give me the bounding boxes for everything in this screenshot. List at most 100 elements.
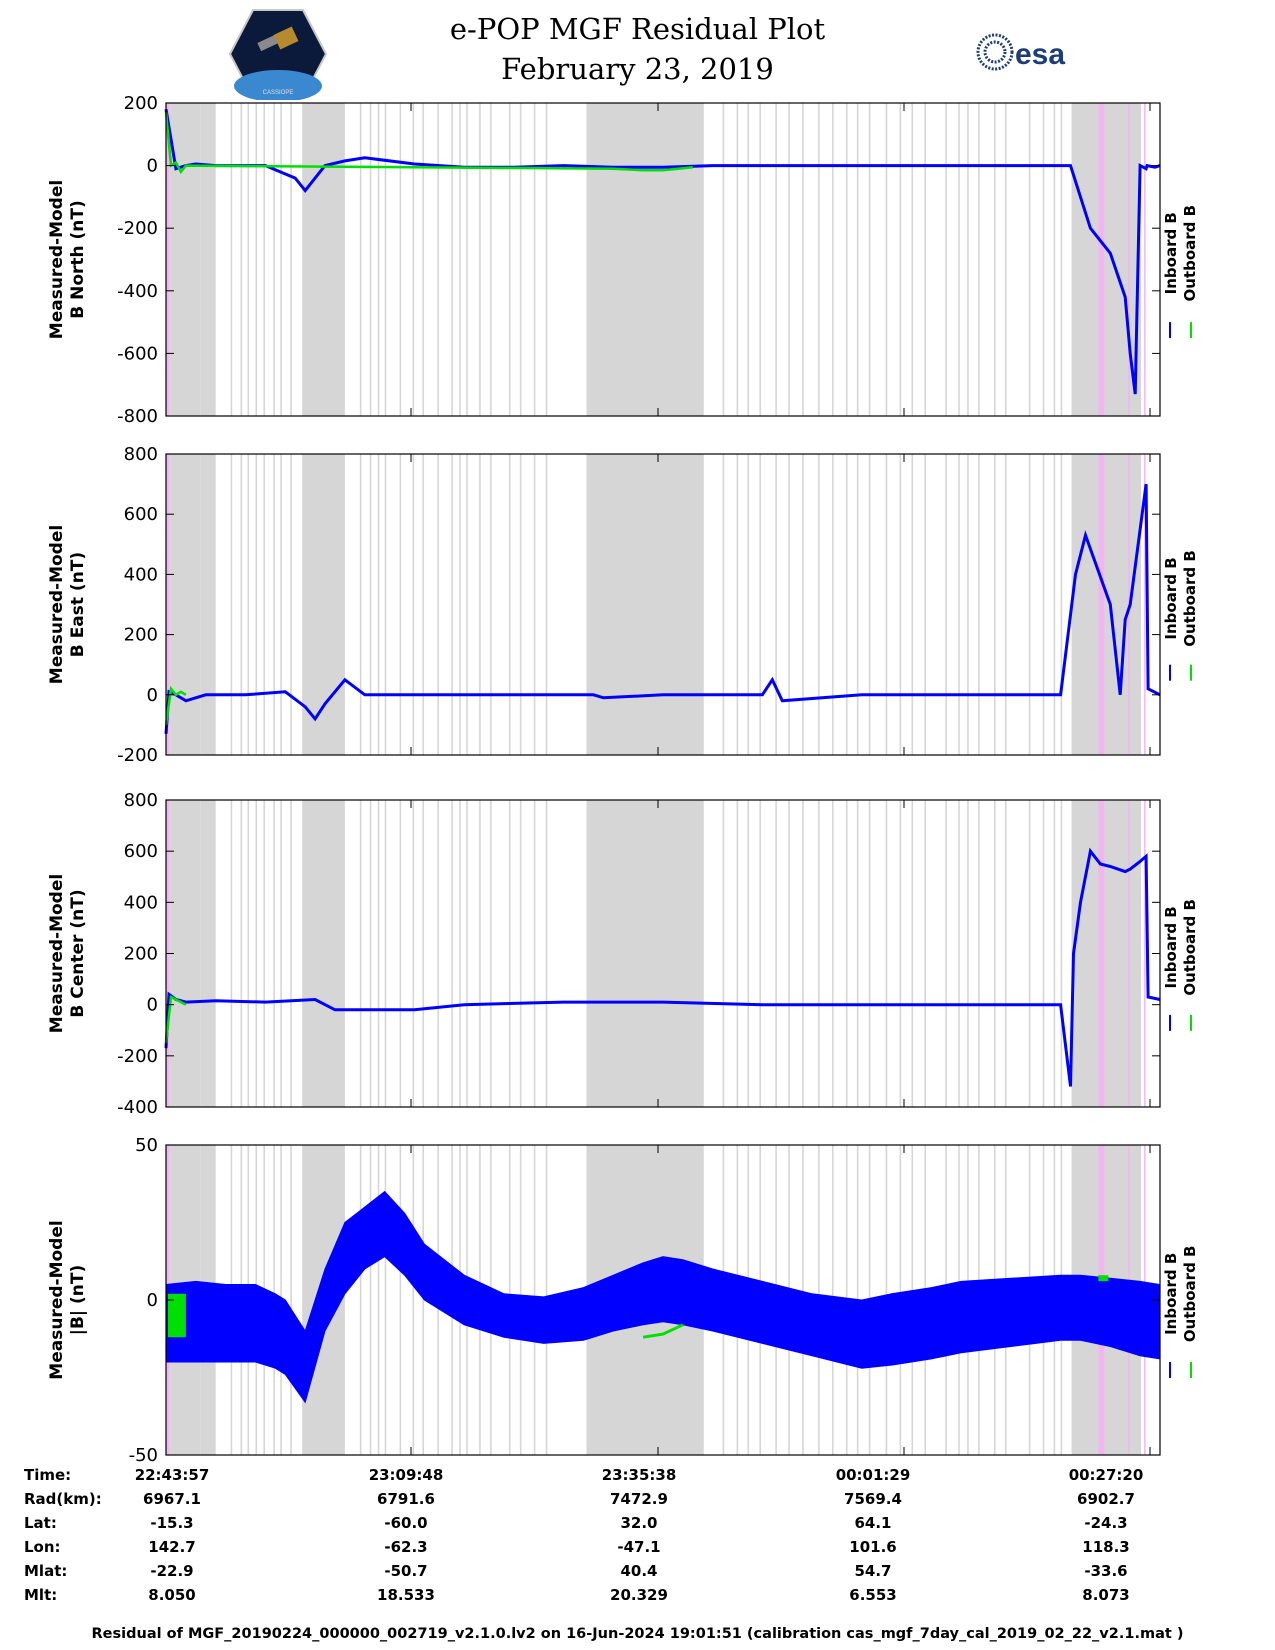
lon-value: 118.3 <box>1082 1538 1130 1556</box>
mlat-value: -33.6 <box>1084 1562 1128 1580</box>
legend-outboard-label: Outboard B <box>1181 550 1199 647</box>
outboard-b-series <box>164 995 187 1044</box>
gray-gap-line <box>508 454 511 755</box>
inboard-b-series <box>164 109 1161 395</box>
gray-gap-line <box>1042 800 1045 1107</box>
lon-value: -47.1 <box>617 1538 661 1556</box>
gray-gap-line <box>885 800 888 1107</box>
outboard-b-series <box>167 1293 186 1338</box>
y-tick-label: 0 <box>147 156 158 177</box>
gray-gap-line <box>958 454 960 755</box>
y-tick-label: -50 <box>129 1445 158 1466</box>
gray-gap-line <box>399 454 402 755</box>
y-tick-label: -200 <box>117 1046 158 1067</box>
inboard-b-series <box>164 483 1161 735</box>
svg-text:esa: esa <box>1015 38 1065 71</box>
gray-gap-line <box>845 454 848 755</box>
lat-value: -15.3 <box>150 1514 194 1532</box>
y-tick-label: 0 <box>147 1290 158 1311</box>
mlat-value: -50.7 <box>384 1562 428 1580</box>
gray-gap-line <box>479 103 481 416</box>
y-tick-label: 800 <box>124 790 158 811</box>
gray-gap-line <box>240 103 243 416</box>
rad-value: 6967.1 <box>143 1490 201 1508</box>
y-axis-label-line: Measured-Model <box>47 1220 67 1379</box>
gray-gap-line <box>377 1145 380 1455</box>
gray-gap-line <box>1060 454 1063 755</box>
outboard-b-series <box>642 1323 684 1339</box>
gray-gap-line <box>384 1145 387 1455</box>
gray-gap-line <box>1028 800 1031 1107</box>
gray-gap-line <box>1053 103 1056 416</box>
y-tick-label: -400 <box>117 281 158 302</box>
gray-gap-line <box>369 103 372 416</box>
gray-gap-line <box>958 800 960 1107</box>
gray-gap-line <box>422 103 425 416</box>
gray-gap-line <box>290 1145 292 1455</box>
legend-inboard-label: Inboard B <box>1162 212 1180 294</box>
gray-gap-band <box>586 800 704 1107</box>
gray-gap-band <box>166 103 201 416</box>
gray-gap-line <box>451 800 453 1107</box>
y-tick-label: 200 <box>124 93 158 114</box>
rad-value: 6791.6 <box>377 1490 435 1508</box>
gray-gap-line <box>459 454 461 755</box>
pink-band <box>166 454 169 755</box>
gray-gap-line <box>280 103 282 416</box>
gray-gap-line <box>359 454 362 755</box>
lon-value: 142.7 <box>148 1538 196 1556</box>
y-axis-label-line: B Center (nT) <box>68 889 88 1017</box>
gray-gap-line <box>519 800 522 1107</box>
y-axis-label: Measured-ModelB Center (nT) <box>47 874 88 1033</box>
gray-gap-line <box>868 454 871 755</box>
y-axis-label-line: Measured-Model <box>47 874 67 1033</box>
legend-outboard-label: Outboard B <box>1181 899 1199 996</box>
gray-gap-band <box>1071 800 1142 1107</box>
gray-gap-line <box>490 454 492 755</box>
gray-gap-line <box>1053 800 1056 1107</box>
y-axis-label-line: B East (nT) <box>68 552 88 657</box>
gray-gap-line <box>736 800 739 1107</box>
legend-labels: Inboard BOutboard B <box>1162 1246 1199 1343</box>
gray-gap-line <box>263 800 266 1107</box>
gray-gap-line <box>967 103 969 416</box>
legend-inboard-label: Inboard B <box>1162 557 1180 639</box>
y-tick-label: 0 <box>147 995 158 1016</box>
gray-gap-line <box>775 454 777 755</box>
gray-gap-line <box>958 103 960 416</box>
y-axis-label: Measured-ModelB East (nT) <box>47 525 88 684</box>
gray-gap-line <box>911 103 914 416</box>
rad-value: 7569.4 <box>844 1490 902 1508</box>
gray-gap-line <box>736 454 739 755</box>
gray-gap-line <box>967 800 969 1107</box>
pink-band <box>166 103 169 416</box>
time-value: 23:35:38 <box>601 1466 677 1484</box>
rad-value: 6902.7 <box>1077 1490 1135 1508</box>
gray-gap-line <box>412 454 415 755</box>
gray-gap-line <box>437 800 439 1107</box>
gray-gap-line <box>978 800 980 1107</box>
gray-gap-line <box>1042 103 1045 416</box>
time-value: 23:09:48 <box>368 1466 444 1484</box>
gray-gap-line <box>422 454 425 755</box>
legend-labels: Inboard BOutboard B <box>1162 205 1199 302</box>
gray-gap-line <box>533 800 536 1107</box>
gray-gap-line <box>369 1145 372 1455</box>
gray-gap-line <box>273 103 275 416</box>
gray-gap-line <box>369 800 372 1107</box>
mlat-value: -22.9 <box>150 1562 194 1580</box>
mlt-value: 8.050 <box>148 1586 196 1604</box>
gray-gap-line <box>978 103 980 416</box>
gray-gap-line <box>290 800 292 1107</box>
gray-gap-line <box>945 103 947 416</box>
outboard-b-series <box>1098 1275 1109 1282</box>
y-tick-label: 0 <box>147 685 158 706</box>
gray-gap-line <box>899 103 902 416</box>
gray-gap-line <box>273 800 275 1107</box>
y-axis-label-line: Measured-Model <box>47 180 67 339</box>
gray-gap-line <box>818 800 820 1107</box>
gray-gap-band <box>166 454 201 755</box>
gray-gap-line <box>788 800 790 1107</box>
legend-outboard-label: Outboard B <box>1181 205 1199 302</box>
